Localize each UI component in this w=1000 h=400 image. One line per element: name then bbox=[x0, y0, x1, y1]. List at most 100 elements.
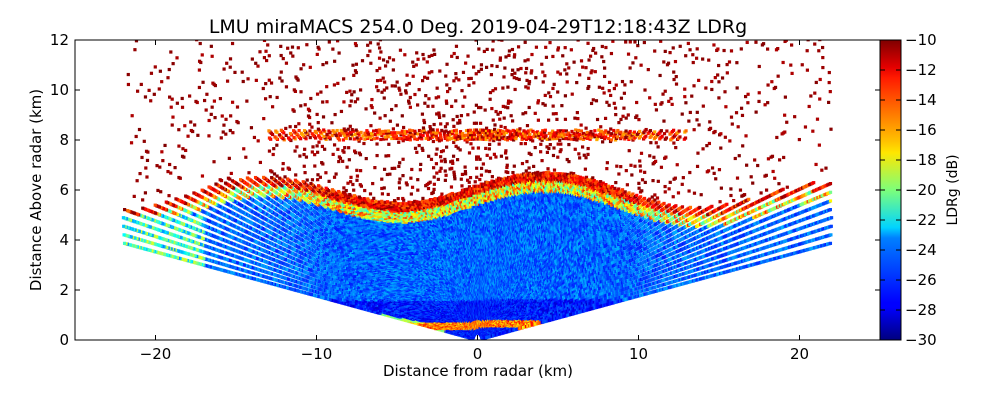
ldr-cell bbox=[224, 117, 228, 121]
ldr-cell bbox=[173, 166, 177, 170]
ldr-cell bbox=[144, 149, 149, 153]
ldr-cell bbox=[180, 105, 185, 109]
ldr-cell bbox=[270, 176, 274, 180]
ldr-field bbox=[121, 40, 834, 340]
ldr-cell bbox=[247, 171, 251, 175]
ldr-cell bbox=[141, 198, 145, 202]
ldr-cell bbox=[269, 169, 273, 173]
ldr-cell bbox=[202, 98, 207, 103]
ldr-cell bbox=[166, 169, 170, 174]
ldr-cell bbox=[219, 136, 223, 140]
ldr-cell bbox=[207, 185, 211, 189]
ldr-cell bbox=[121, 216, 126, 220]
ldr-cell bbox=[210, 105, 214, 109]
ldr-cell bbox=[209, 112, 213, 116]
ldr-cell bbox=[204, 108, 208, 112]
ldr-cell bbox=[130, 114, 134, 118]
ldr-cell bbox=[200, 188, 204, 192]
ldr-cell bbox=[138, 171, 142, 176]
ldr-cell bbox=[167, 67, 171, 72]
ldr-cell bbox=[244, 155, 248, 159]
ldr-cell bbox=[181, 147, 185, 151]
ldr-cell bbox=[143, 191, 148, 195]
ldr-cell bbox=[177, 128, 181, 132]
ldr-cell bbox=[163, 143, 167, 148]
ldr-cell bbox=[175, 101, 179, 105]
ldr-cell bbox=[193, 123, 197, 127]
ldr-cell bbox=[207, 134, 211, 138]
ldr-cell bbox=[122, 224, 126, 228]
ldr-cell bbox=[126, 82, 131, 87]
ldr-cell bbox=[229, 171, 233, 176]
ldr-cell bbox=[221, 130, 225, 134]
ldr-cell bbox=[189, 128, 193, 133]
ldr-cell bbox=[200, 174, 205, 178]
ldr-cell bbox=[125, 209, 130, 213]
ldr-cell bbox=[183, 124, 187, 128]
ldr-cell bbox=[135, 89, 140, 93]
ldr-cell bbox=[168, 95, 172, 99]
ldr-cell bbox=[223, 181, 228, 185]
ldr-cell bbox=[177, 175, 181, 180]
ldr-cell bbox=[245, 176, 250, 180]
ldr-cell bbox=[152, 92, 156, 96]
ldr-cell bbox=[212, 160, 216, 164]
ldr-cell bbox=[239, 178, 243, 182]
ldr-cell bbox=[132, 194, 136, 198]
ldr-cell bbox=[242, 147, 246, 151]
ldr-cell bbox=[159, 190, 163, 194]
ldr-cell bbox=[129, 141, 134, 145]
ldr-cell bbox=[158, 69, 162, 73]
ldr-cell bbox=[169, 105, 173, 109]
ldr-cell bbox=[220, 114, 224, 118]
ldr-cell bbox=[122, 233, 126, 237]
ldr-cell bbox=[184, 194, 188, 198]
ldr-cell bbox=[226, 176, 231, 180]
ldr-cell bbox=[283, 175, 287, 179]
ldr-cell bbox=[149, 71, 154, 75]
ldr-cell bbox=[184, 148, 188, 153]
ldr-cell bbox=[153, 65, 157, 69]
ldr-cell bbox=[253, 175, 258, 180]
ldr-cell bbox=[213, 115, 217, 120]
ldr-cell bbox=[160, 80, 164, 84]
ldr-cell bbox=[161, 159, 165, 163]
ldr-cell bbox=[123, 207, 127, 212]
ldr-cell bbox=[164, 200, 168, 204]
ldr-cell bbox=[166, 76, 170, 80]
ldr-cell bbox=[167, 194, 171, 198]
ldr-cell bbox=[228, 128, 232, 133]
ldr-cell bbox=[160, 150, 164, 154]
ldr-cell bbox=[156, 188, 160, 193]
ldr-cell bbox=[222, 123, 226, 127]
ldr-cell bbox=[141, 206, 145, 210]
ldr-cell bbox=[153, 203, 157, 207]
ldr-cell bbox=[155, 164, 159, 168]
ldr-cell bbox=[133, 48, 137, 52]
ldr-cell bbox=[134, 134, 138, 139]
ldr-cell bbox=[281, 167, 285, 171]
ldr-cell bbox=[293, 178, 298, 182]
ldr-cell bbox=[258, 160, 263, 165]
ldr-cell bbox=[214, 182, 218, 186]
ldr-cell bbox=[196, 133, 200, 137]
ldr-cell bbox=[192, 191, 196, 195]
ldr-cell bbox=[126, 72, 130, 77]
ldr-cell bbox=[144, 166, 148, 170]
ldr-cell bbox=[207, 118, 211, 123]
ldr-cell bbox=[169, 171, 173, 175]
ldr-cell bbox=[188, 94, 192, 98]
ldr-cell bbox=[227, 156, 231, 160]
ldr-cell bbox=[139, 82, 143, 87]
ldr-cell bbox=[147, 88, 151, 92]
ldr-cell bbox=[145, 175, 149, 179]
ldr-cell bbox=[145, 158, 150, 163]
ldr-cell bbox=[177, 144, 181, 148]
ldr-cell bbox=[122, 241, 127, 245]
ldr-cell bbox=[180, 154, 185, 158]
ldr-cell bbox=[186, 134, 190, 138]
ldr-cell bbox=[170, 123, 174, 127]
ldr-cell bbox=[137, 127, 142, 132]
ldr-cell bbox=[142, 139, 146, 143]
